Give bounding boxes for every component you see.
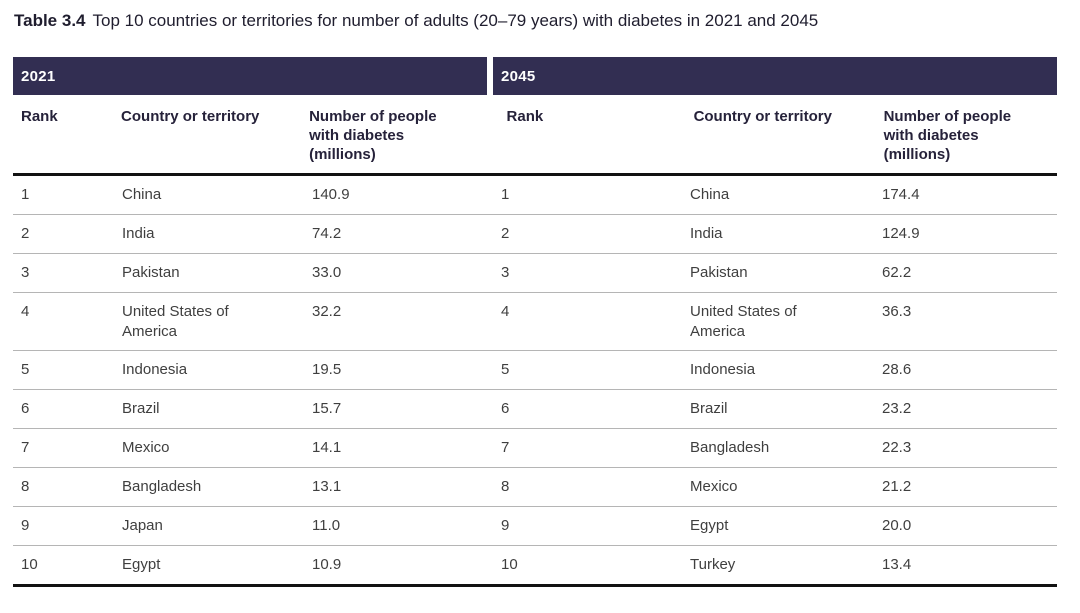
value-cell-2045: 20.0 [882, 517, 912, 534]
value-cell-2021: 13.1 [312, 478, 342, 495]
rank-cell-2021: 7 [21, 439, 30, 456]
header-rank-2021: Rank [21, 108, 58, 125]
value-cell-2021: 10.9 [312, 556, 342, 573]
country-cell-2021: Brazil [122, 400, 160, 417]
value-cell-2021: 32.2 [312, 303, 342, 320]
value-cell-2021: 33.0 [312, 264, 342, 281]
value-cell-2021: 15.7 [312, 400, 342, 417]
rank-cell-2021: 9 [21, 517, 30, 534]
table-caption: Table 3.4 Top 10 countries or territories… [14, 10, 1080, 32]
rank-cell-2021: 1 [21, 186, 30, 203]
country-cell-2045: Mexico [690, 478, 738, 495]
table-row: 3 Pakistan 33.0 3 Pakistan 62.2 [13, 253, 1057, 292]
table-row: 9 Japan 11.0 9 Egypt 20.0 [13, 506, 1057, 545]
table-rows: 1 China 140.9 1 China 174.4 2 India 74.2… [13, 176, 1057, 587]
rank-cell-2045: 5 [501, 361, 510, 378]
table-row: 1 China 140.9 1 China 174.4 [13, 176, 1057, 214]
country-cell-2021: India [122, 225, 155, 242]
value-cell-2045: 28.6 [882, 361, 912, 378]
rank-cell-2045: 1 [501, 186, 510, 203]
table-row: 7 Mexico 14.1 7 Bangladesh 22.3 [13, 428, 1057, 467]
rank-cell-2045: 4 [501, 303, 510, 320]
country-cell-2021: Japan [122, 517, 163, 534]
table-row: 10 Egypt 10.9 10 Turkey 13.4 [13, 545, 1057, 584]
value-cell-2045: 13.4 [882, 556, 912, 573]
band-divider [487, 57, 493, 95]
country-cell-2045: Egypt [690, 517, 729, 534]
document-page: Table 3.4 Top 10 countries or territories… [0, 10, 1080, 613]
value-cell-2045: 21.2 [882, 478, 912, 495]
country-cell-2021: Indonesia [122, 361, 188, 378]
value-cell-2045: 23.2 [882, 400, 912, 417]
year-band-2045: 2045 [493, 57, 1057, 95]
value-cell-2021: 140.9 [312, 186, 350, 203]
country-cell-2045: Brazil [690, 400, 728, 417]
year-band-2021: 2021 [13, 57, 487, 95]
table-row: 4 United States of America 32.2 4 United… [13, 292, 1057, 350]
value-cell-2021: 14.1 [312, 439, 342, 456]
value-cell-2045: 22.3 [882, 439, 912, 456]
header-number-2021: Number of people with diabetes (millions… [309, 108, 437, 163]
country-cell-2045: Bangladesh [690, 439, 770, 456]
country-cell-2045: Indonesia [690, 361, 756, 378]
rank-cell-2021: 5 [21, 361, 30, 378]
table-row: 8 Bangladesh 13.1 8 Mexico 21.2 [13, 467, 1057, 506]
rank-cell-2021: 2 [21, 225, 30, 242]
rank-cell-2021: 8 [21, 478, 30, 495]
header-number-2045: Number of people with diabetes (millions… [883, 108, 1012, 163]
country-cell-2021: China [122, 186, 162, 203]
year-band-row: 2021 2045 [13, 57, 1057, 95]
table-caption-text: Top 10 countries or territories for numb… [92, 11, 819, 30]
rank-cell-2021: 10 [21, 556, 38, 573]
rank-cell-2045: 3 [501, 264, 510, 281]
rank-cell-2045: 9 [501, 517, 510, 534]
country-cell-2021: United States of America [122, 303, 229, 340]
diabetes-top10-table: 2021 2045 Rank Country or territory Numb… [13, 57, 1057, 587]
value-cell-2045: 124.9 [882, 225, 920, 242]
header-country-2045: Country or territory [693, 108, 832, 125]
country-cell-2045: Turkey [690, 556, 736, 573]
country-cell-2021: Mexico [122, 439, 170, 456]
country-cell-2045: United States of America [690, 303, 797, 340]
value-cell-2045: 62.2 [882, 264, 912, 281]
value-cell-2021: 74.2 [312, 225, 342, 242]
rank-cell-2045: 10 [501, 556, 518, 573]
value-cell-2021: 11.0 [312, 517, 341, 534]
rank-cell-2021: 4 [21, 303, 30, 320]
table-caption-label: Table 3.4 [14, 11, 86, 30]
header-country-2021: Country or territory [121, 108, 260, 125]
header-spacer [483, 95, 499, 173]
header-rank-2045: Rank [506, 108, 544, 125]
country-cell-2021: Pakistan [122, 264, 180, 281]
country-cell-2045: China [690, 186, 730, 203]
country-cell-2045: Pakistan [690, 264, 748, 281]
table-row: 5 Indonesia 19.5 5 Indonesia 28.6 [13, 350, 1057, 389]
table-row: 2 India 74.2 2 India 124.9 [13, 214, 1057, 253]
country-cell-2021: Egypt [122, 556, 161, 573]
rank-cell-2021: 3 [21, 264, 30, 281]
table-row: 6 Brazil 15.7 6 Brazil 23.2 [13, 389, 1057, 428]
value-cell-2021: 19.5 [312, 361, 342, 378]
rank-cell-2045: 7 [501, 439, 510, 456]
column-header-row: Rank Country or territory Number of peop… [13, 95, 1057, 176]
rank-cell-2045: 8 [501, 478, 510, 495]
value-cell-2045: 36.3 [882, 303, 912, 320]
rank-cell-2045: 2 [501, 225, 510, 242]
rank-cell-2045: 6 [501, 400, 510, 417]
country-cell-2021: Bangladesh [122, 478, 202, 495]
value-cell-2045: 174.4 [882, 186, 920, 203]
country-cell-2045: India [690, 225, 723, 242]
rank-cell-2021: 6 [21, 400, 30, 417]
